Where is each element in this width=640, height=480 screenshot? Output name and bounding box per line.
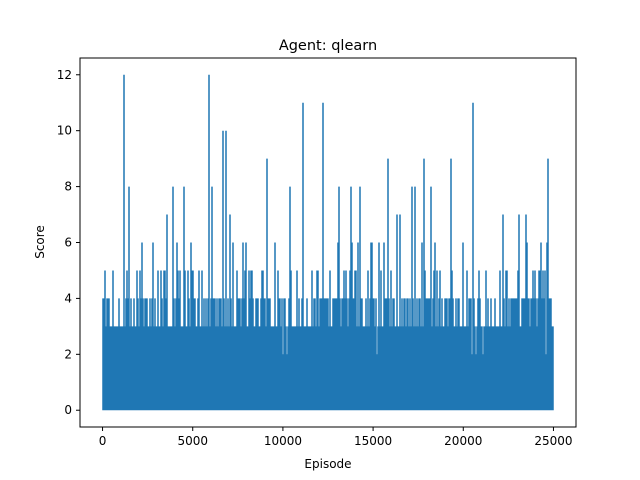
y-tick-label: 4 xyxy=(64,291,72,305)
y-tick-label: 12 xyxy=(57,68,72,82)
y-tick-label: 2 xyxy=(64,347,72,361)
score-series-line xyxy=(102,74,554,411)
x-tick-label: 5000 xyxy=(177,434,208,448)
x-tick-label: 10000 xyxy=(264,434,302,448)
y-tick-label: 8 xyxy=(64,180,72,194)
y-tick-label: 0 xyxy=(64,403,72,417)
plot-area xyxy=(102,74,554,411)
chart-title: Agent: qlearn xyxy=(279,38,377,54)
x-tick-label: 20000 xyxy=(444,434,482,448)
y-tick-label: 6 xyxy=(64,236,72,250)
x-tick-label: 15000 xyxy=(354,434,392,448)
x-tick-label: 25000 xyxy=(534,434,572,448)
y-tick-label: 10 xyxy=(57,124,72,138)
y-axis-label: Score xyxy=(33,225,47,259)
x-axis-label: Episode xyxy=(304,457,351,471)
x-tick-label: 0 xyxy=(99,434,107,448)
axes: 0 5000 10000 15000 20000 25000 0 2 4 6 8 10 12 xyxy=(57,57,577,448)
